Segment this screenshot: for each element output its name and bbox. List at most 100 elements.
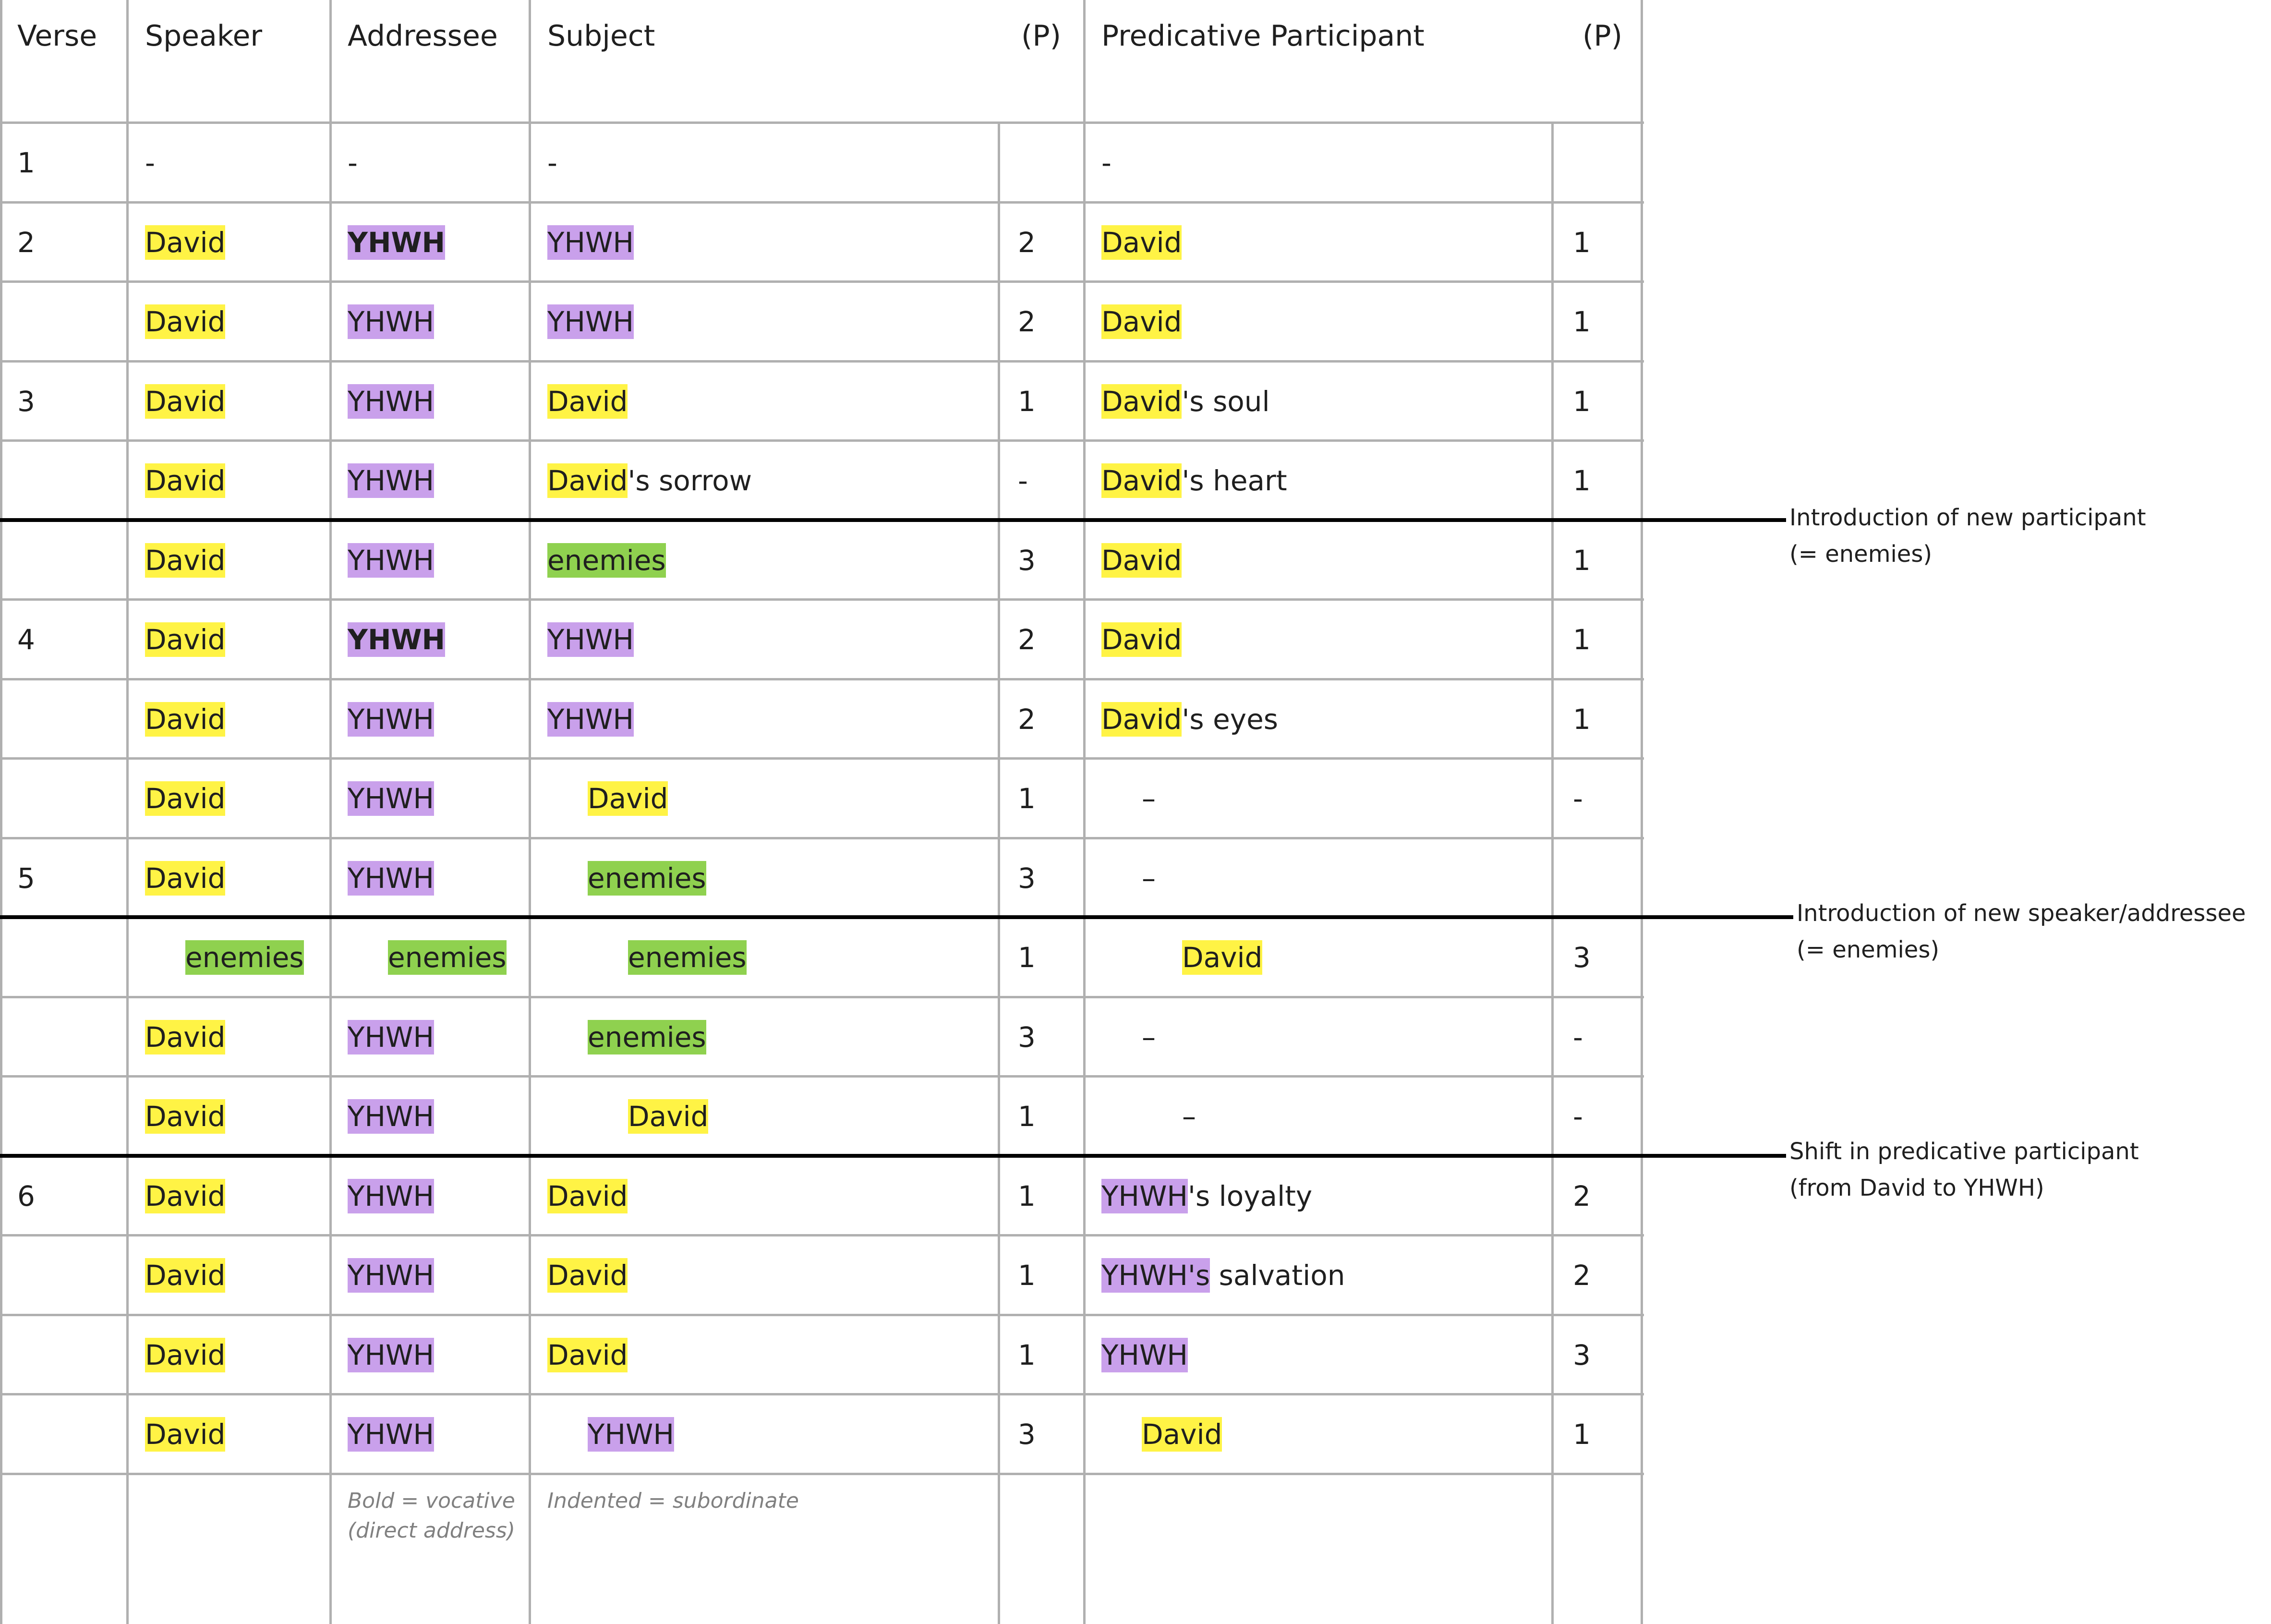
highlight-david: David [1101, 622, 1182, 657]
cell-subject: David [628, 1097, 709, 1136]
cell-predicative-p: 1 [1573, 226, 1591, 259]
cell-predicative: David [1101, 223, 1182, 262]
highlight-david: David [547, 463, 628, 498]
cell-subject-p: 1 [1018, 941, 1036, 974]
highlight-yhwh: YHWH [348, 1258, 435, 1293]
cell-addressee: enemies [388, 938, 507, 977]
grid-hline [0, 360, 1644, 363]
annotation-line2: (from David to YHWH) [1789, 1175, 2044, 1201]
highlight-yhwh: YHWH [348, 1417, 435, 1452]
highlight-david: David [145, 1258, 226, 1293]
grid-vline [329, 0, 332, 1624]
cell-subject-p: 2 [1018, 226, 1036, 259]
highlight-enemies: enemies [588, 860, 706, 896]
header-speaker: Speaker [145, 19, 263, 53]
cell-predicative-p: 2 [1573, 1179, 1591, 1212]
cell-predicative-p: 1 [1573, 1418, 1591, 1451]
highlight-yhwh: YHWH [547, 622, 634, 657]
cell-predicative: David [1142, 1415, 1222, 1454]
cell-text: - [348, 146, 358, 179]
cell-predicative: David [1101, 541, 1182, 580]
cell-addressee: YHWH [348, 1018, 435, 1056]
header-verse: Verse [17, 19, 97, 53]
highlight-enemies: enemies [547, 543, 666, 578]
highlight-yhwh: YHWH [547, 225, 634, 260]
cell-speaker: David [145, 1097, 226, 1136]
cell-predicative: David [1182, 938, 1263, 977]
cell-speaker: David [145, 303, 226, 341]
cell-predicative-p: 1 [1573, 703, 1591, 736]
cell-subject-p: 1 [1018, 1100, 1036, 1133]
cell-verse: 6 [17, 1179, 35, 1212]
cell-predicative: David [1101, 303, 1182, 341]
highlight-yhwh: YHWH [547, 702, 634, 737]
cell-addressee: YHWH [348, 700, 435, 739]
cell-suffix: 's heart [1182, 464, 1287, 497]
highlight-yhwh: YHWH [348, 304, 435, 339]
grid-hline [0, 439, 1644, 442]
highlight-david: David [145, 225, 226, 260]
cell-subject-p: 2 [1018, 305, 1036, 338]
highlight-david: David [1101, 225, 1182, 260]
cell-subject: YHWH [547, 303, 634, 341]
cell-text: - [547, 146, 557, 179]
cell-subject-p: 3 [1018, 861, 1036, 895]
grid-hline [0, 201, 1644, 204]
cell-speaker: David [145, 382, 226, 421]
cell-predicative-p: 3 [1573, 941, 1591, 974]
highlight-david: David [1101, 702, 1182, 737]
highlight-yhwh: YHWH [348, 225, 446, 260]
cell-subject-p: 1 [1018, 1338, 1036, 1371]
highlight-david: David [1101, 304, 1182, 339]
header-predicative-p: (P) [1582, 19, 1622, 53]
cell-verse: 1 [17, 146, 35, 179]
highlight-enemies: enemies [588, 1019, 706, 1054]
header-addressee: Addressee [348, 19, 498, 53]
highlight-david: David [145, 384, 226, 419]
cell-suffix: 's soul [1182, 385, 1270, 418]
cell-predicative: David's eyes [1101, 700, 1278, 739]
highlight-david: David [145, 702, 226, 737]
cell-speaker: David [145, 461, 226, 500]
grid-hline [0, 1472, 1644, 1475]
cell-subject: David's sorrow [547, 461, 752, 500]
highlight-yhwh: YHWH [1101, 1337, 1188, 1372]
cell-subject: YHWH [547, 223, 634, 262]
grid-hline [0, 1313, 1644, 1316]
grid-hline [0, 836, 1644, 839]
highlight-david: David [145, 304, 226, 339]
cell-text: – [1182, 1100, 1196, 1133]
highlight-david: David [547, 1178, 628, 1213]
grid-hline [0, 1393, 1644, 1395]
cell-subject: enemies [547, 541, 666, 580]
grid-vline [529, 0, 531, 1624]
note-indented: Indented = subordinate [547, 1489, 799, 1513]
grid-vline [998, 122, 1000, 1624]
highlight-david: David [1101, 384, 1182, 419]
cell-subject-p: - [1018, 464, 1028, 497]
cell-speaker: David [145, 620, 226, 659]
cell-speaker: David [145, 1415, 226, 1454]
cell-subject: YHWH [547, 700, 634, 739]
grid-hline [0, 280, 1644, 283]
cell-predicative: – [1142, 859, 1156, 897]
cell-speaker: David [145, 700, 226, 739]
annotation-line1: Introduction of new participant [1789, 504, 2146, 531]
cell-predicative-p: - [1573, 1100, 1583, 1133]
highlight-david: David [145, 622, 226, 657]
section-separator [0, 518, 1786, 522]
highlight-david: David [145, 860, 226, 896]
cell-verse: 2 [17, 226, 35, 259]
table-grid [0, 0, 1793, 1624]
cell-predicative: – [1182, 1097, 1196, 1136]
highlight-david: David [145, 1178, 226, 1213]
grid-hline [0, 678, 1644, 680]
cell-subject-p: 2 [1018, 623, 1036, 656]
cell-speaker: David [145, 859, 226, 897]
highlight-david: David [588, 781, 668, 816]
annotation-new-participant: Introduction of new participant (= enemi… [1789, 499, 2146, 572]
cell-predicative-p: 2 [1573, 1259, 1591, 1292]
cell-predicative: YHWH [1101, 1336, 1188, 1374]
section-separator [0, 915, 1793, 919]
cell-verse: 5 [17, 861, 35, 895]
